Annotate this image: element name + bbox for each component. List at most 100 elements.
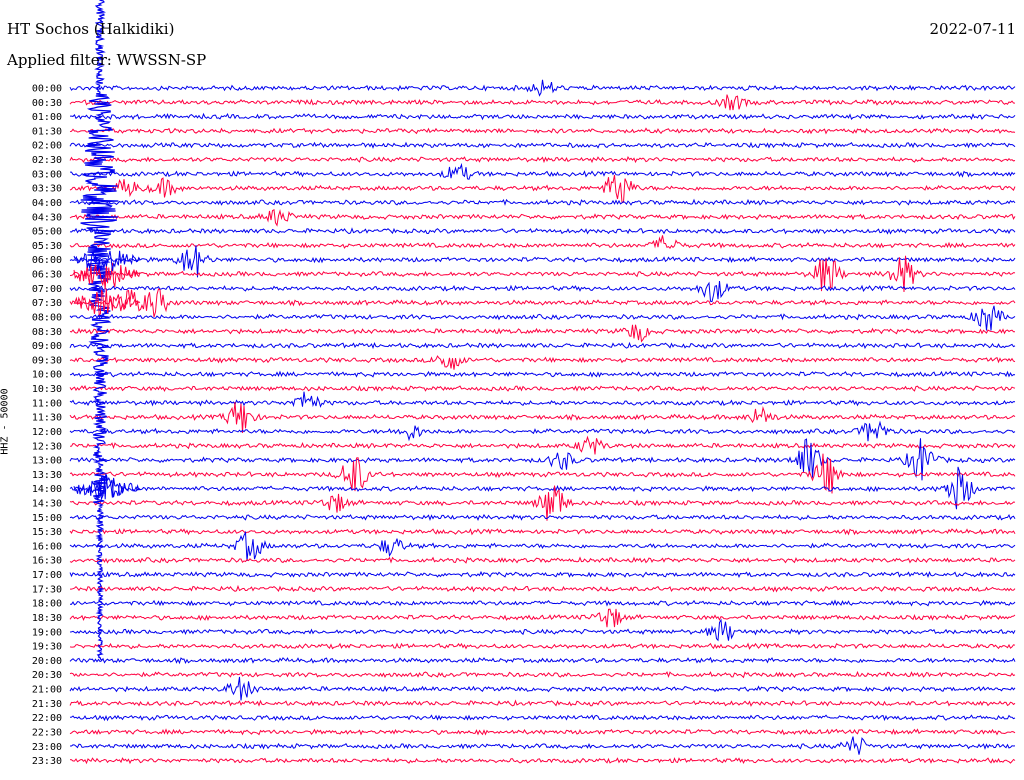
time-label: 13:30 [32,470,62,481]
trace-row [69,642,1016,650]
trace-row [69,656,1016,665]
time-labels: 00:00 00:30 01:00 01:30 02:00 02:30 03:00 03:30… [32,84,62,768]
time-label: 02:00 [32,141,62,152]
trace-row [69,556,1016,564]
time-label: 13:00 [32,456,62,467]
time-label: 02:30 [32,155,62,166]
time-label: 06:00 [32,255,62,266]
time-label: 11:00 [32,398,62,409]
trace-row [69,227,1016,235]
trace-row [69,324,1015,343]
trace-row [69,141,1016,149]
time-label: 08:00 [32,312,62,323]
trace-row [69,198,1016,206]
time-label: 16:00 [32,541,62,552]
trace-row [69,255,1016,293]
time-label: 11:30 [32,413,62,424]
trace-row [69,391,1016,408]
time-label: 03:30 [32,184,62,195]
trace-row [70,736,1016,755]
trace-row [69,127,1016,135]
trace-row [69,79,1016,97]
time-label: 05:30 [32,241,62,252]
time-label: 16:30 [32,556,62,567]
trace-row [70,112,1016,121]
trace-row [69,570,1016,579]
trace-row [69,530,1016,561]
time-label: 01:30 [32,126,62,137]
trace-row [69,670,1016,679]
trace-row [69,305,1016,331]
trace-row [69,438,1016,481]
time-label: 20:30 [32,670,62,681]
time-label: 03:00 [32,169,62,180]
time-label: 21:00 [32,685,62,696]
time-label: 10:30 [32,384,62,395]
trace-row [69,385,1016,393]
trace-row [70,584,1016,593]
time-label: 20:00 [32,656,62,667]
time-label: 14:30 [32,498,62,509]
trace-row [69,280,1016,303]
earthquake-burst [73,262,141,290]
time-label: 17:00 [32,570,62,581]
time-label: 04:00 [32,198,62,209]
time-label: 00:30 [32,98,62,109]
earthquake-burst [73,474,141,501]
trace-row [69,757,1016,765]
time-label: 09:30 [32,355,62,366]
trace-row [69,401,1016,434]
time-label: 10:00 [32,370,62,381]
time-label: 09:00 [32,341,62,352]
time-label: 14:00 [32,484,62,495]
time-label: 18:30 [32,613,62,624]
trace-row [69,355,1016,370]
trace-row [69,513,1016,521]
time-label: 23:30 [32,756,62,767]
time-label: 17:30 [32,584,62,595]
time-label: 06:30 [32,270,62,281]
trace-row [69,453,1016,494]
trace-row [70,162,1016,180]
station-title: HT Sochos (Halkidiki) [7,20,175,38]
earthquake-burst [73,250,141,272]
trace-row [69,528,1016,536]
time-label: 07:30 [32,298,62,309]
time-label: 12:00 [32,427,62,438]
trace-row [69,485,1016,521]
earthquake-vertical-trace [80,0,119,661]
trace-row [69,618,1016,642]
time-label: 05:00 [32,227,62,238]
trace-row [69,608,1016,628]
y-axis-label: HHZ - 50000 [0,388,11,455]
time-label: 19:00 [32,627,62,638]
time-label: 15:30 [32,527,62,538]
trace-row [69,435,1016,455]
trace-row [69,420,1016,442]
time-label: 08:30 [32,327,62,338]
trace-row [69,209,1016,227]
time-label: 04:30 [32,212,62,223]
large-earthquake-signal [73,0,141,661]
seismogram-traces [69,79,1016,765]
filter-label: Applied filter: WWSSN-SP [7,51,207,69]
time-label: 22:00 [32,713,62,724]
trace-row [69,370,1016,378]
time-label: 18:00 [32,599,62,610]
earthquake-burst [73,289,141,316]
time-label: 12:30 [32,441,62,452]
trace-row [69,341,1016,350]
time-label: 21:30 [32,699,62,710]
time-label: 22:30 [32,727,62,738]
time-label: 01:00 [32,112,62,123]
trace-row [69,155,1016,164]
trace-row [69,599,1016,607]
trace-row [69,94,1016,111]
trace-row [69,676,1016,701]
trace-row [69,245,1016,278]
trace-row [69,699,1016,707]
time-label: 07:00 [32,284,62,295]
time-label: 23:00 [32,742,62,753]
time-label: 15:00 [32,513,62,524]
